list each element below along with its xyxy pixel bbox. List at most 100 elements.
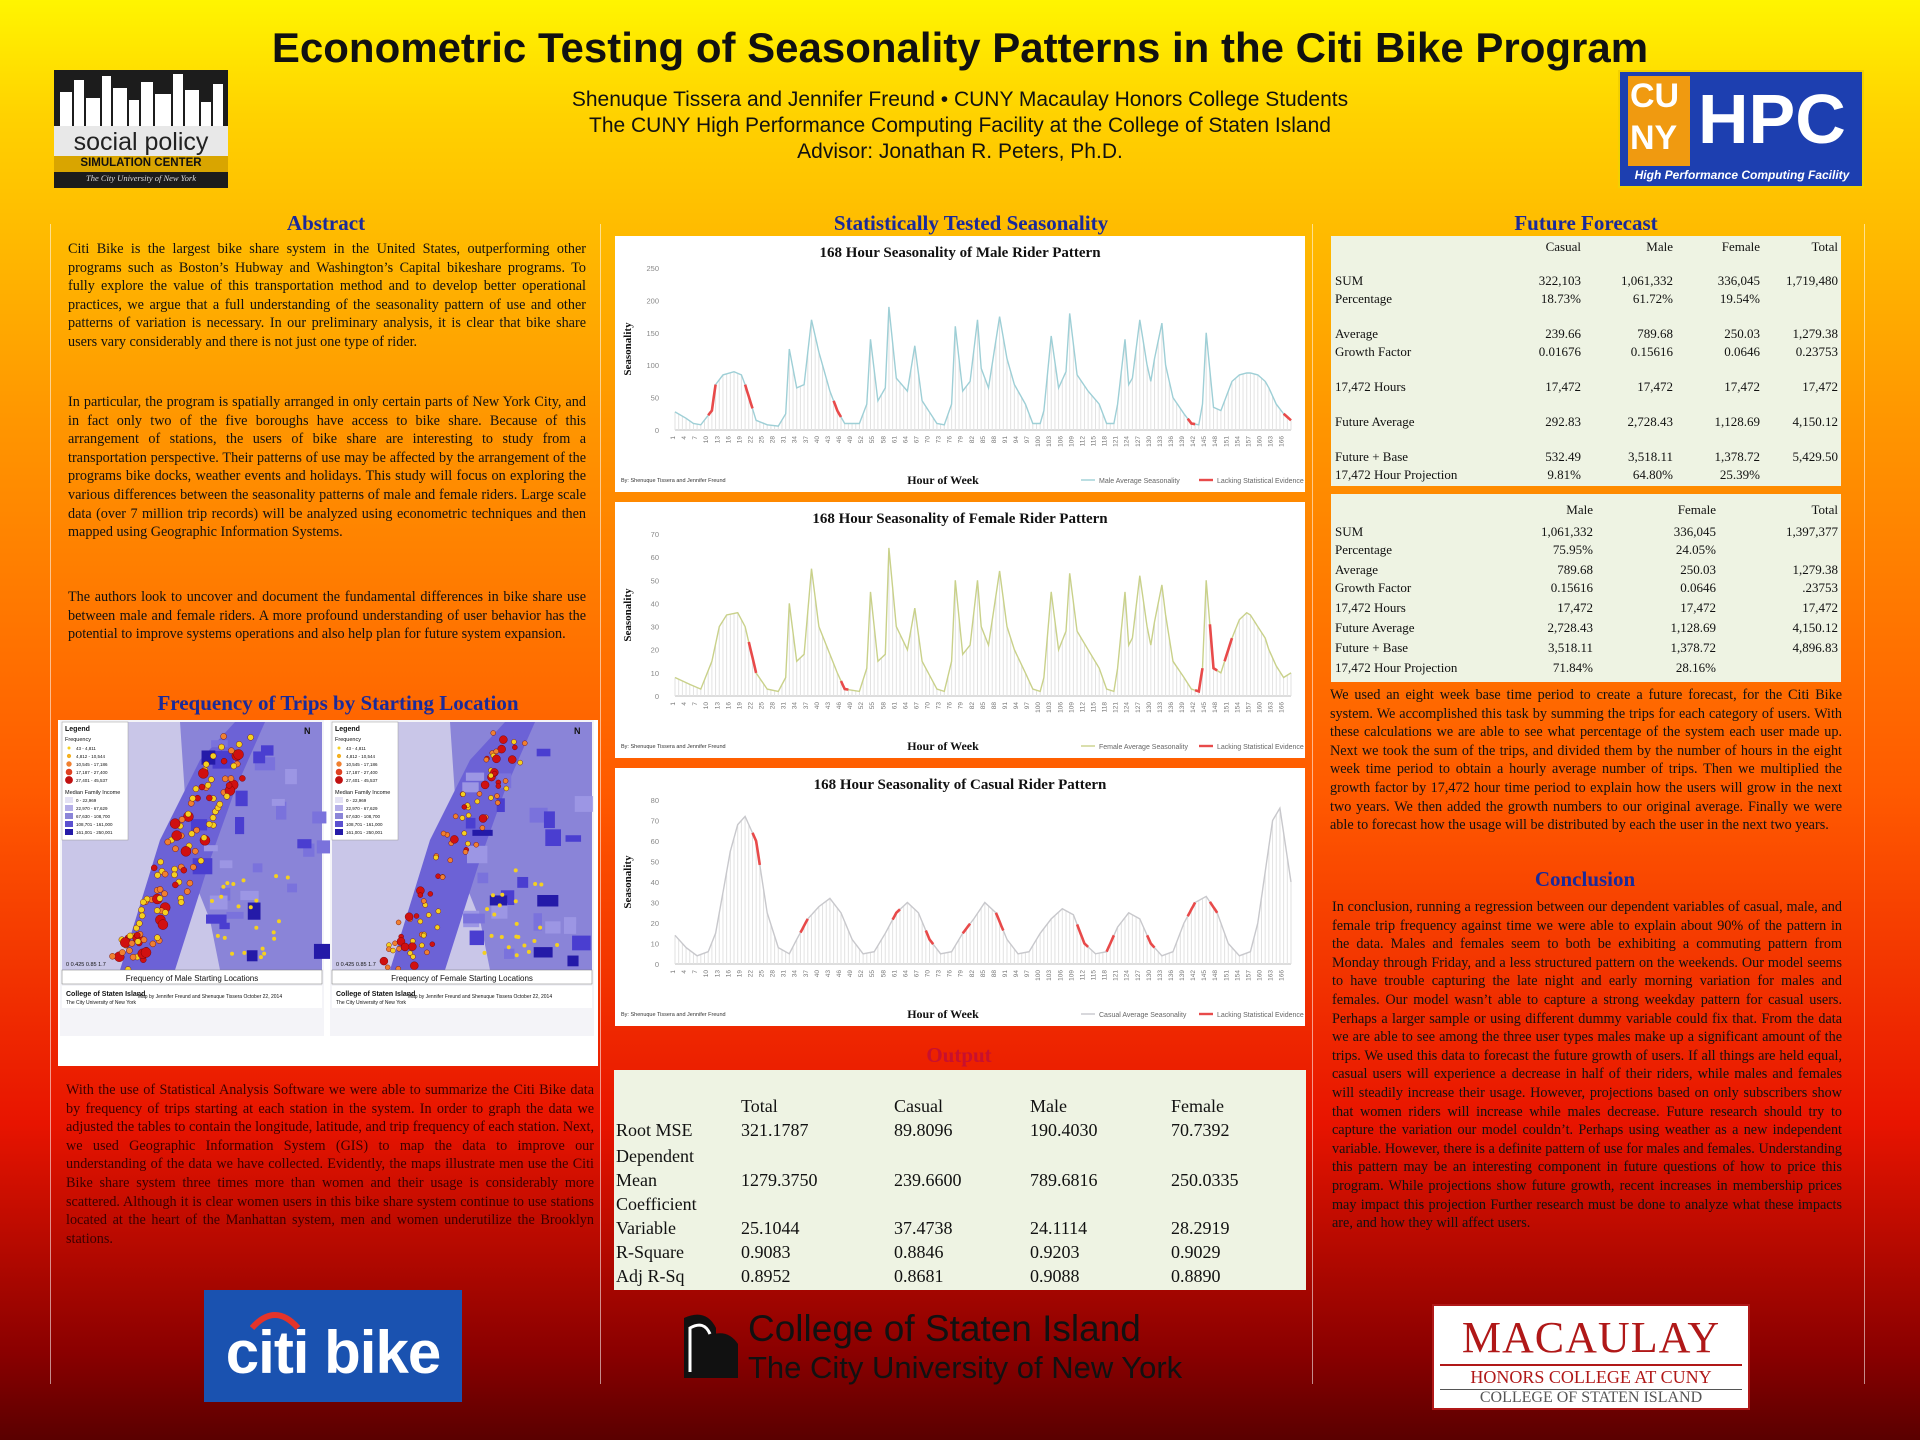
station-dot (495, 783, 502, 789)
station-dot (499, 935, 504, 940)
x-tick-label: 112 (1079, 702, 1086, 713)
station-dot (461, 830, 467, 836)
lacking-evidence-segment (799, 918, 809, 934)
legend-income-label: 161,001 - 250,001 (346, 830, 383, 835)
output-table: Total Casual Male Female Root MSE 321.17… (614, 1070, 1306, 1290)
casual-chart: 168 Hour Seasonality of Casual Rider Pat… (615, 768, 1305, 1026)
x-tick-label: 136 (1168, 970, 1175, 981)
station-dot (421, 932, 427, 939)
station-dot (426, 912, 432, 918)
station-dot (514, 953, 519, 958)
chart-credit: By: Shenuque Tissera and Jennifer Freund (621, 1012, 726, 1018)
map-college-sub: The City University of New York (66, 1000, 137, 1006)
lacking-evidence-segment (751, 832, 762, 866)
chart-title: 168 Hour Seasonality of Male Rider Patte… (819, 245, 1101, 261)
legend-income-swatch (65, 821, 73, 827)
output-cell: 0.9029 (1171, 1242, 1221, 1262)
macaulay-text: MACAULAY (1461, 1313, 1721, 1362)
x-tick-label: 55 (869, 436, 876, 444)
map-credit: Map by Jennifer Freund and Shenuque Tiss… (408, 994, 552, 1000)
station-dot (157, 858, 164, 866)
station-dot (440, 830, 447, 837)
x-tick-label: 157 (1245, 436, 1252, 447)
station-dot (177, 899, 185, 906)
station-dot (184, 888, 191, 895)
station-dot (516, 934, 521, 939)
x-tick-label: 91 (1002, 970, 1009, 978)
forecast-row-label: Future Average (1335, 620, 1415, 635)
station-dot (209, 898, 214, 903)
station-dot (460, 791, 466, 797)
abstract-p3: The authors look to uncover and document… (68, 589, 586, 643)
legend-freq-label: 43 - 4,811 (76, 746, 96, 751)
x-tick-label: 64 (902, 970, 909, 978)
output-cell: 0.8846 (894, 1242, 944, 1262)
income-tract (209, 895, 228, 910)
forecast-cell: 9.81% (1547, 467, 1581, 482)
forecast-cell: 17,472 (1557, 600, 1593, 615)
y-tick-label: 20 (651, 646, 659, 655)
station-dot (465, 812, 472, 819)
forecast-cell: 239.66 (1545, 326, 1581, 341)
credit-box (332, 986, 592, 1008)
forecast-cell: 1,378.72 (1670, 640, 1717, 655)
output-col-male: Male (1030, 1096, 1067, 1116)
citibike-arc-icon (250, 1312, 300, 1330)
station-dot (514, 921, 519, 926)
station-dot (271, 930, 276, 935)
x-tick-label: 13 (714, 702, 721, 710)
forecast-cell: 17,472 (1724, 379, 1760, 394)
x-tick-label: 124 (1124, 970, 1131, 981)
output-cell: 25.1044 (741, 1218, 800, 1238)
station-dot (171, 871, 178, 879)
y-tick-label: 40 (651, 599, 659, 608)
income-tract (472, 829, 493, 836)
y-tick-label: 20 (651, 919, 659, 928)
social-policy-text: social policy (73, 128, 209, 156)
x-tick-label: 139 (1179, 436, 1186, 447)
authors-line: Shenuque Tissera and Jennifer Freund • C… (571, 88, 1349, 111)
lacking-evidence-segment (1145, 934, 1156, 949)
x-tick-label: 82 (969, 702, 976, 710)
station-dot (379, 956, 389, 966)
y-tick-label: 150 (646, 329, 659, 338)
station-dot (126, 932, 134, 940)
station-dot (134, 932, 141, 939)
station-dot (228, 747, 235, 754)
legend-income-label: 67,630 - 108,700 (76, 814, 111, 819)
y-tick-label: 100 (646, 361, 659, 370)
legend-income-label: 161,001 - 250,001 (76, 830, 113, 835)
x-tick-label: 49 (847, 436, 854, 444)
station-dot (206, 821, 213, 828)
map-scale: 0 0.425 0.85 1.7 (66, 962, 106, 968)
x-tick-label: 118 (1102, 436, 1109, 447)
income-tract (465, 817, 476, 829)
output-cell: 0.9083 (741, 1242, 791, 1262)
income-tract (275, 801, 287, 820)
lacking-evidence-segment (1186, 417, 1196, 426)
station-dot (488, 795, 494, 801)
forecast-cell: 17,472 (1680, 600, 1716, 615)
x-tick-label: 37 (803, 970, 810, 978)
x-tick-label: 106 (1057, 702, 1064, 713)
chart-title: 168 Hour Seasonality of Casual Rider Pat… (814, 777, 1107, 793)
x-tick-label: 46 (836, 702, 843, 710)
legend-income-label: 0 - 22,969 (346, 798, 367, 803)
x-tick-label: 118 (1102, 702, 1109, 713)
station-dot (479, 825, 486, 831)
x-tick-label: 64 (902, 702, 909, 710)
income-tract (220, 887, 231, 901)
legend-title: Legend (335, 726, 360, 733)
x-tick-label: 142 (1190, 702, 1197, 713)
y-tick-label: 250 (646, 264, 659, 273)
x-tick-label: 115 (1091, 702, 1098, 713)
station-dot (494, 793, 500, 799)
output-col-casual: Casual (894, 1096, 943, 1116)
station-dot (429, 941, 436, 947)
x-tick-label: 7 (692, 970, 699, 974)
x-tick-label: 79 (958, 436, 965, 444)
legend-freq-swatch (66, 761, 72, 767)
y-axis-label: Seasonality (622, 322, 634, 376)
x-tick-label: 25 (759, 970, 766, 978)
forecast-cell: 19.54% (1719, 291, 1760, 306)
